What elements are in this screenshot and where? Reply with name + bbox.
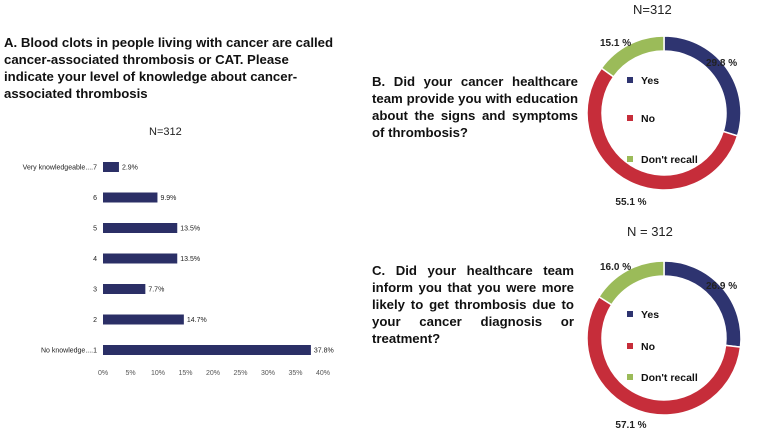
bar-chart-n-label: N=312	[149, 126, 182, 138]
bar-2	[103, 192, 158, 203]
donut-c-legend-swatch-3	[627, 374, 633, 380]
donut-b-slice-3	[600, 35, 665, 78]
donut-c-legend-swatch-2	[627, 343, 633, 349]
category-label-3: 5	[93, 226, 97, 233]
category-label-7: No knowledge....1	[41, 348, 97, 355]
bar-5	[103, 284, 146, 294]
x-tick-label-0: 0%	[98, 370, 108, 377]
x-tick-label-5: 25%	[233, 370, 247, 377]
donut-c-slice-2	[586, 295, 742, 416]
bar-data-label-1: 2.9%	[122, 165, 138, 172]
bar-data-label-2: 9.9%	[160, 195, 176, 202]
x-tick-label-6: 30%	[261, 370, 275, 377]
bar-7	[103, 345, 311, 355]
donut-c-data-label-3: 16.0 %	[600, 262, 631, 273]
category-label-1: Very knowledgeable....7	[23, 165, 97, 172]
question-c-text: C. Did your healthcare team inform you t…	[372, 263, 574, 346]
bar-3	[103, 223, 178, 233]
category-label-4: 4	[93, 256, 97, 263]
donut-b-data-label-2: 55.1 %	[615, 197, 646, 208]
donut-b-legend-label-2: No	[641, 113, 655, 125]
donut-b-data-label-3: 15.1 %	[600, 38, 631, 49]
bar-data-label-3: 13.5%	[180, 226, 200, 233]
donut-c-slice-1	[663, 260, 742, 349]
donut-b-legend-label-3: Don't recall	[641, 154, 698, 166]
x-tick-label-4: 20%	[206, 370, 220, 377]
donut-b-data-label-1: 29.8 %	[706, 58, 737, 69]
donut-b-legend-swatch-1	[627, 77, 633, 83]
x-tick-label-2: 10%	[151, 370, 165, 377]
donut-b-legend-swatch-2	[627, 115, 633, 121]
donut-b-legend-swatch-3	[627, 156, 633, 162]
donut-b-slice-1	[663, 35, 742, 137]
donut-c-legend-label-1: Yes	[641, 309, 659, 321]
donut-c-legend-swatch-1	[627, 311, 633, 317]
question-b-text: B. Did your cancer healthcare team provi…	[372, 74, 578, 140]
bar-6	[103, 314, 184, 325]
bar-4	[103, 253, 178, 264]
donut-c-data-label-2: 57.1 %	[615, 420, 646, 431]
donut-b-legend-label-1: Yes	[641, 75, 659, 87]
x-tick-label-1: 5%	[125, 370, 135, 377]
bar-1	[103, 162, 119, 172]
bar-data-label-4: 13.5%	[180, 256, 200, 263]
category-label-5: 3	[93, 287, 97, 294]
donut-b-n-label: N=312	[633, 2, 672, 17]
bar-data-label-7: 37.8%	[314, 348, 334, 355]
bar-data-label-5: 7.7%	[148, 287, 164, 294]
x-tick-label-7: 35%	[288, 370, 302, 377]
donut-c-legend-label-2: No	[641, 341, 655, 353]
x-tick-label-8: 40%	[316, 370, 330, 377]
category-label-6: 2	[93, 317, 97, 324]
donut-c-data-label-1: 26.9 %	[706, 281, 737, 292]
donut-c-slice-3	[597, 260, 665, 306]
donut-c-n-label: N = 312	[627, 224, 673, 239]
category-label-2: 6	[93, 195, 97, 202]
donut-c-legend-label-3: Don't recall	[641, 372, 698, 384]
question-a-text: A. Blood clots in people living with can…	[4, 35, 334, 101]
donut-b-slice-2	[586, 67, 739, 191]
bar-data-label-6: 14.7%	[187, 317, 207, 324]
x-tick-label-3: 15%	[178, 370, 192, 377]
